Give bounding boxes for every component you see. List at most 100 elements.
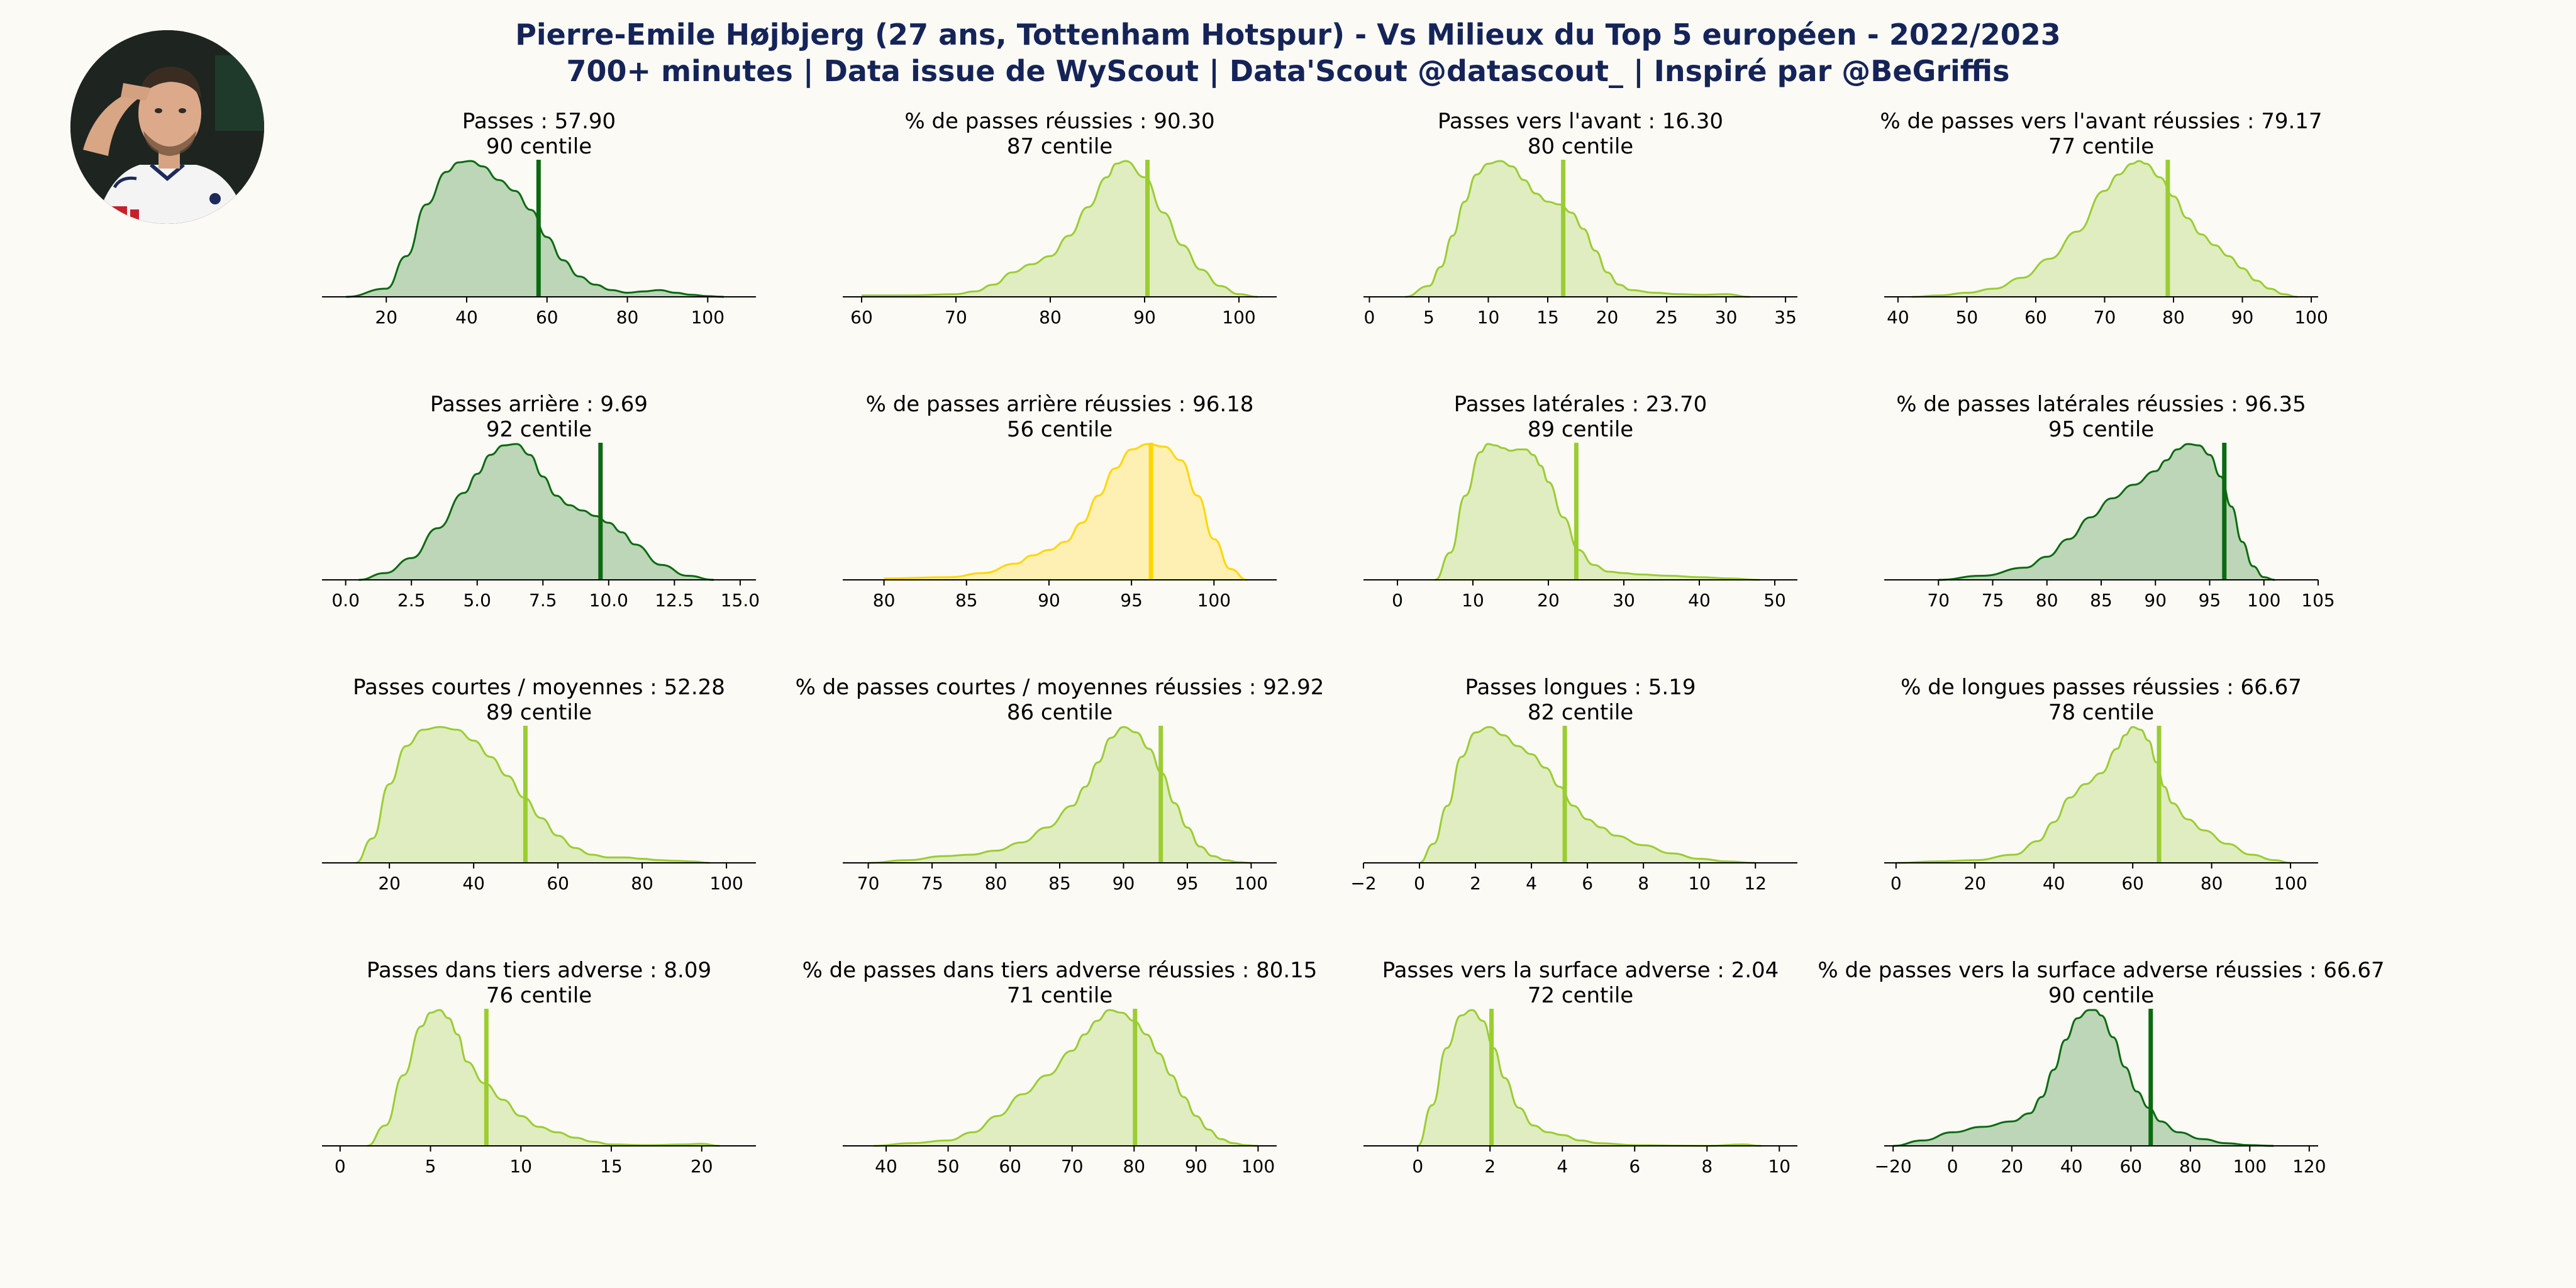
chart-2-x-tick-label: 70 (945, 307, 967, 328)
chart-4-panel: % de passes vers l'avant réussies : 79.1… (1880, 109, 2328, 328)
chart-16-x-tick-label: 100 (2233, 1156, 2267, 1177)
chart-2-x-tick-label: 80 (1039, 307, 1062, 328)
chart-16-x-tick-label: 20 (2001, 1156, 2023, 1177)
chart-13-title: Passes dans tiers adverse : 8.09 (367, 958, 711, 983)
chart-16-percentile: 90 centile (2048, 983, 2154, 1008)
chart-15-density-curve (1417, 1009, 1762, 1147)
chart-1-title: Passes : 57.90 (462, 109, 616, 134)
chart-2-density-area (862, 161, 1258, 297)
chart-15-density-area (1418, 1010, 1762, 1146)
chart-3-x-tick-label: 20 (1596, 307, 1619, 328)
chart-7-x-tick-label: 40 (1688, 590, 1711, 611)
chart-7-percentile: 89 centile (1528, 417, 1633, 442)
chart-title: Pierre-Emile Højbjerg (27 ans, Tottenham… (515, 18, 2061, 52)
chart-4-x-tick-label: 50 (1956, 307, 1979, 328)
chart-14-x-tick-label: 80 (1123, 1156, 1145, 1177)
chart-15-x-tick-label: 8 (1701, 1156, 1713, 1177)
chart-8-x-tick-label: 75 (1982, 590, 2004, 611)
chart-13-x-tick-label: 10 (509, 1156, 532, 1177)
chart-7-x-tick-label: 0 (1392, 590, 1403, 611)
chart-14-x-tick-label: 70 (1061, 1156, 1084, 1177)
chart-9-x-tick-label: 60 (547, 873, 569, 894)
chart-5-x-tick-label: 2.5 (397, 590, 426, 611)
chart-9-x-tick-label: 20 (378, 873, 401, 894)
chart-5-x-tick-label: 12.5 (655, 590, 694, 611)
chart-14-density-area (874, 1010, 1258, 1146)
chart-10-x-tick-label: 90 (1113, 873, 1135, 894)
chart-5-x-tick-label: 15.0 (721, 590, 760, 611)
chart-10-x-tick-label: 95 (1176, 873, 1199, 894)
chart-2-x-tick-label: 60 (850, 307, 873, 328)
chart-11-x-tick-label: 8 (1638, 873, 1649, 894)
chart-8-x-tick-label: 90 (2144, 590, 2167, 611)
chart-8-title: % de passes latérales réussies : 96.35 (1896, 392, 2306, 417)
chart-11-density-curve (1419, 726, 1756, 864)
chart-12-x-tick-label: 20 (1963, 873, 1986, 894)
chart-3-x-tick-label: 10 (1477, 307, 1500, 328)
chart-4-x-tick-label: 40 (1887, 307, 1909, 328)
chart-13-x-tick-label: 15 (600, 1156, 623, 1177)
chart-16-x-tick-label: 80 (2179, 1156, 2202, 1177)
chart-8-x-tick-label: 85 (2090, 590, 2112, 611)
chart-9-density-area (355, 727, 710, 863)
chart-11-x-tick-label: 10 (1688, 873, 1711, 894)
chart-14-x-tick-label: 100 (1241, 1156, 1275, 1177)
chart-12-x-tick-label: 40 (2043, 873, 2065, 894)
chart-4-x-tick-label: 90 (2231, 307, 2254, 328)
chart-1-x-tick-label: 100 (691, 307, 724, 328)
chart-8-density-curve (1938, 443, 2275, 581)
chart-7-x-tick-label: 20 (1537, 590, 1560, 611)
chart-title-block: Pierre-Emile Højbjerg (27 ans, Tottenham… (0, 16, 2576, 89)
player-avatar (70, 30, 264, 224)
chart-11-x-tick-label: −2 (1350, 873, 1376, 894)
chart-10-percentile: 86 centile (1007, 700, 1113, 725)
chart-3-density-curve (1405, 160, 1750, 298)
chart-6-x-tick-label: 100 (1197, 590, 1231, 611)
chart-4-percentile: 77 centile (2048, 134, 2154, 159)
chart-16-x-tick-label: 40 (2060, 1156, 2083, 1177)
chart-3-density-area (1405, 161, 1750, 297)
chart-11-x-tick-label: 4 (1526, 873, 1537, 894)
chart-16-panel: % de passes vers la surface adverse réus… (1818, 958, 2384, 1177)
chart-15-x-tick-label: 10 (1768, 1156, 1790, 1177)
chart-10-density-curve (868, 726, 1252, 864)
chart-4-density-area (1911, 161, 2298, 297)
chart-13-density-area (367, 1010, 720, 1146)
player-photo-icon (70, 30, 264, 224)
chart-5-title: Passes arrière : 9.69 (430, 392, 648, 417)
chart-6-percentile: 56 centile (1007, 417, 1113, 442)
chart-5-density-area (358, 444, 714, 580)
chart-5-x-tick-label: 5.0 (463, 590, 491, 611)
chart-1-density-area (346, 161, 724, 297)
chart-3-x-tick-label: 5 (1423, 307, 1435, 328)
chart-5-percentile: 92 centile (486, 417, 592, 442)
chart-15-x-tick-label: 6 (1629, 1156, 1640, 1177)
chart-6-x-tick-label: 85 (955, 590, 978, 611)
chart-12-density-curve (1896, 726, 2291, 864)
chart-8-density-area (1938, 444, 2275, 580)
chart-6-x-tick-label: 90 (1038, 590, 1060, 611)
chart-16-x-tick-label: −20 (1875, 1156, 1912, 1177)
chart-10-x-tick-label: 75 (921, 873, 943, 894)
chart-6-density-area (884, 444, 1247, 580)
chart-3-percentile: 80 centile (1528, 134, 1633, 159)
chart-7-title: Passes latérales : 23.70 (1454, 392, 1707, 417)
chart-14-title: % de passes dans tiers adverse réussies … (802, 958, 1318, 983)
chart-9-percentile: 89 centile (486, 700, 592, 725)
chart-12-x-tick-label: 80 (2201, 873, 2223, 894)
chart-subtitle: 700+ minutes | Data issue de WyScout | D… (566, 54, 2010, 88)
chart-8-x-tick-label: 80 (2036, 590, 2058, 611)
chart-14-x-tick-label: 60 (999, 1156, 1021, 1177)
chart-5-x-tick-label: 7.5 (529, 590, 557, 611)
chart-10-x-tick-label: 85 (1048, 873, 1071, 894)
chart-11-x-tick-label: 2 (1470, 873, 1481, 894)
chart-11-percentile: 82 centile (1528, 700, 1633, 725)
chart-7-x-tick-label: 10 (1462, 590, 1484, 611)
chart-2-x-tick-label: 90 (1133, 307, 1156, 328)
